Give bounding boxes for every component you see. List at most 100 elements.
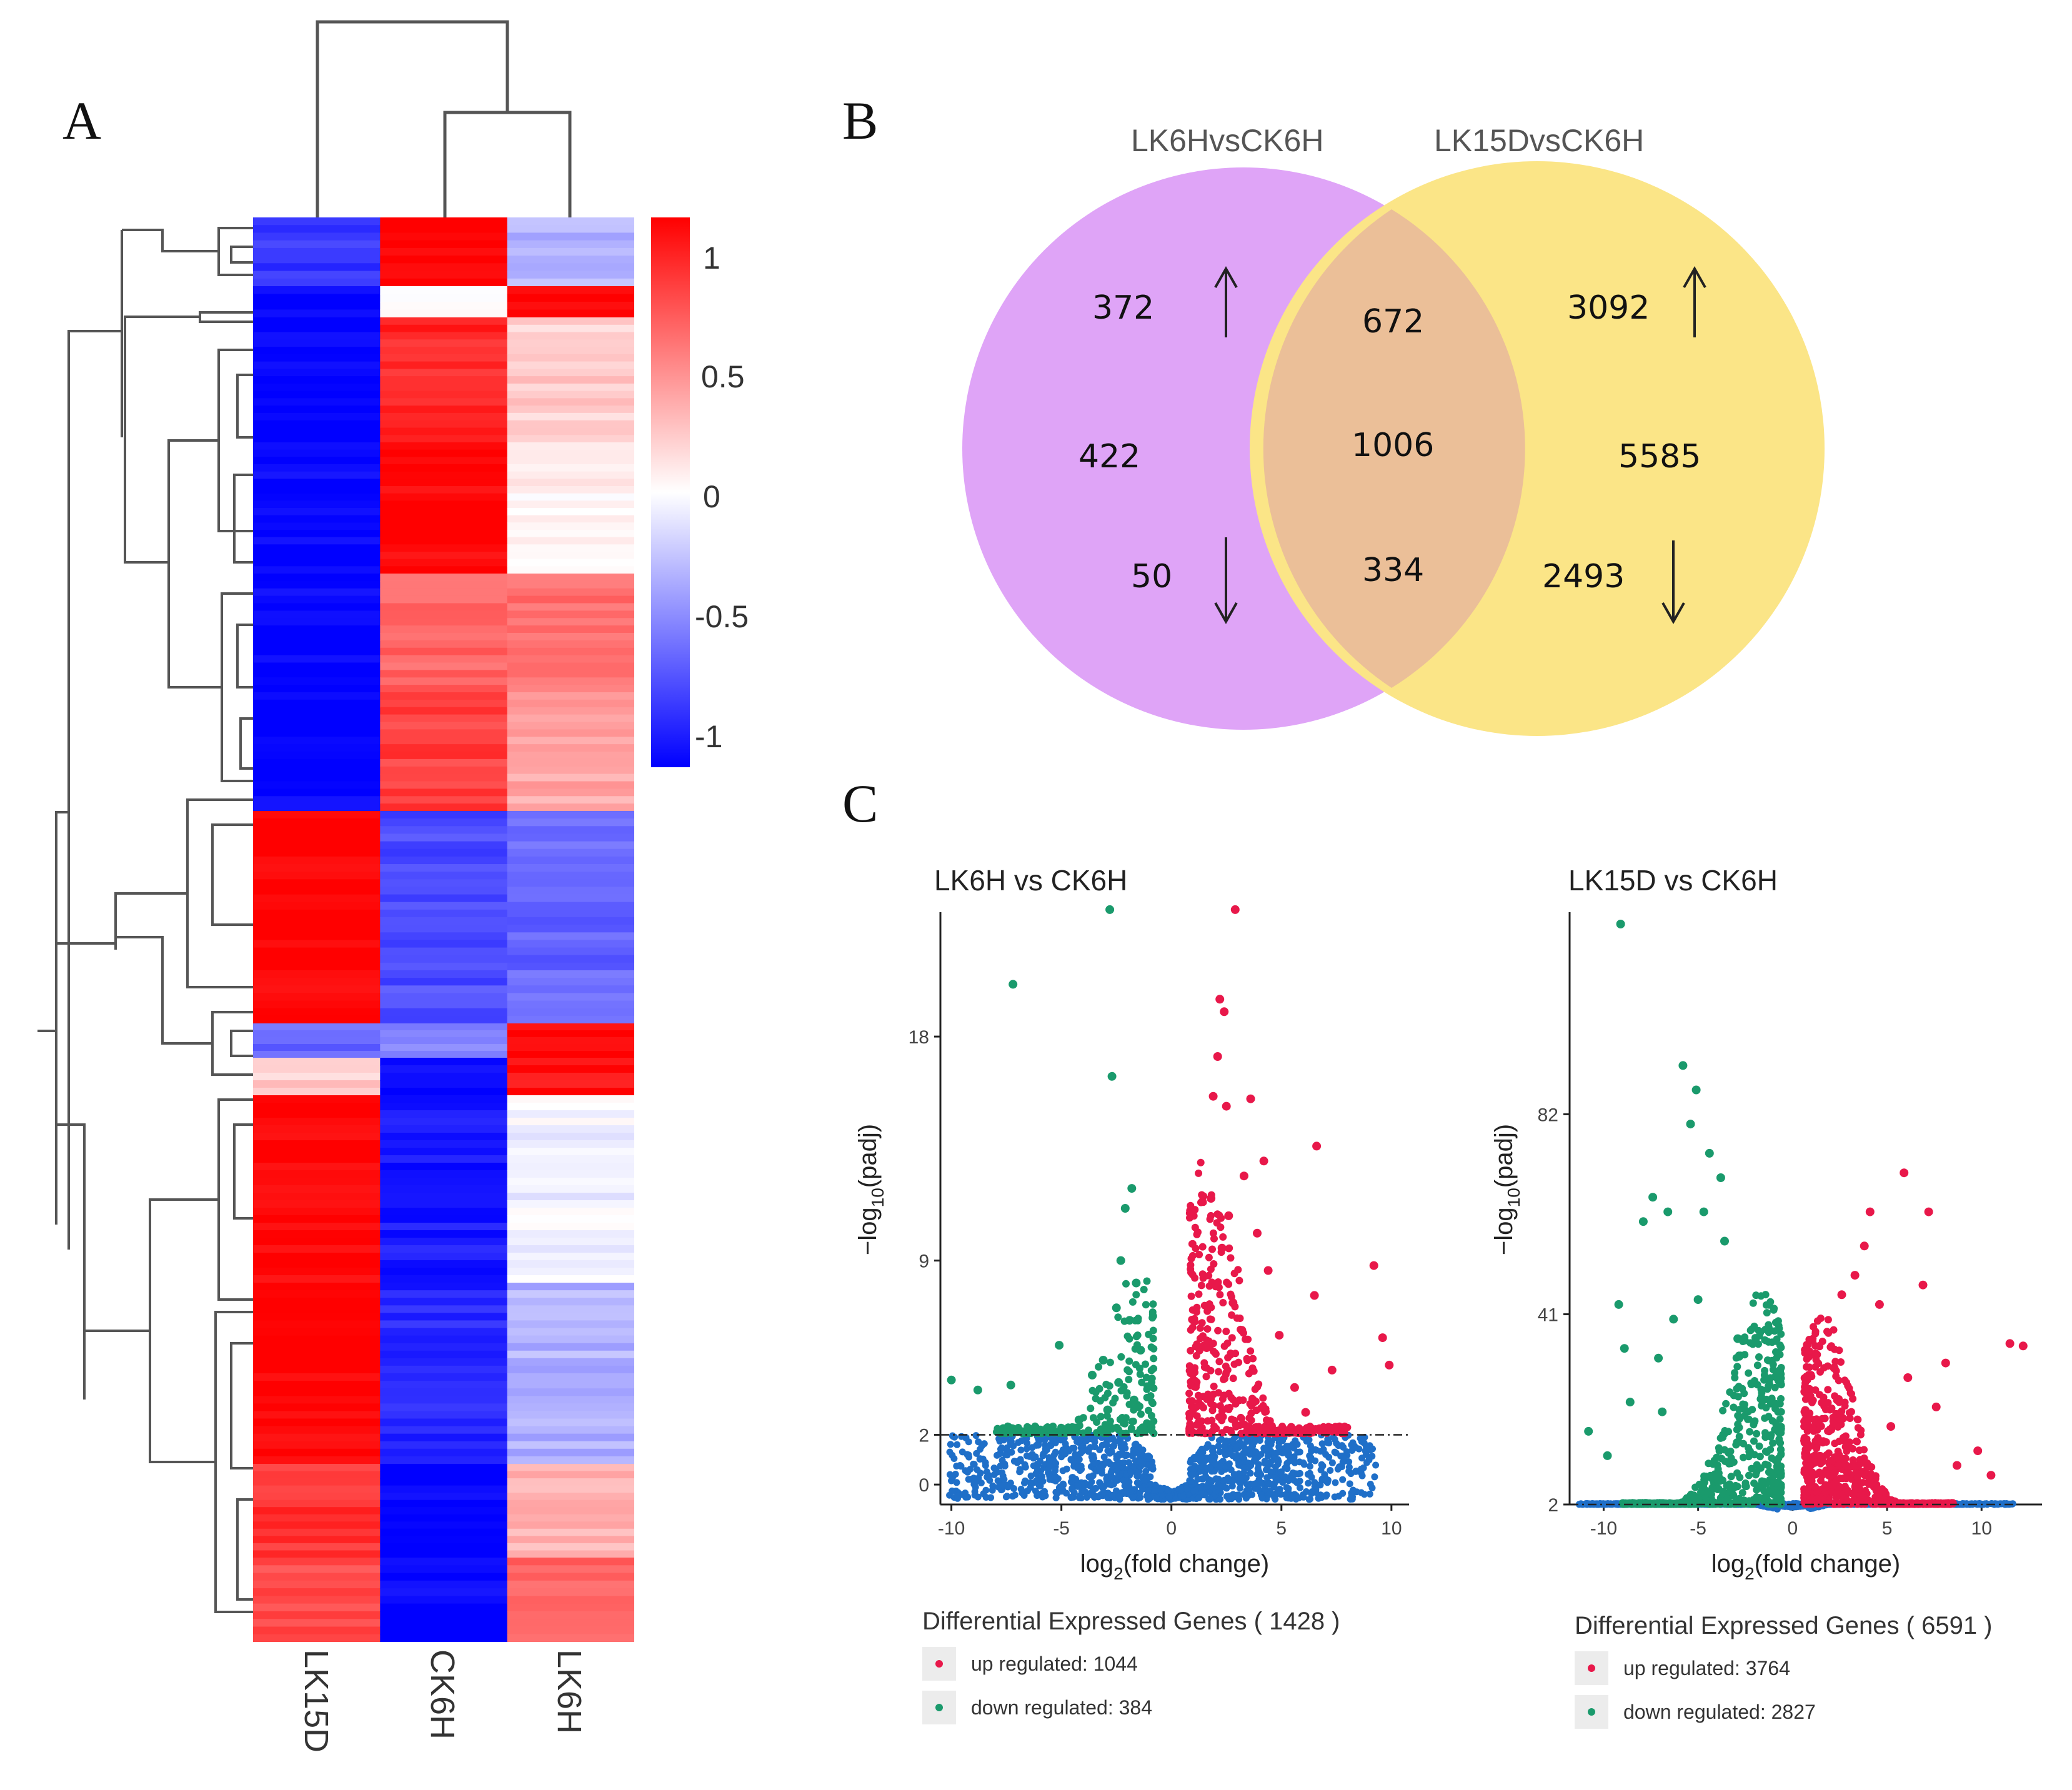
heatmap-cell <box>380 894 508 903</box>
point-not-significant <box>946 1448 954 1456</box>
heatmap-cell <box>507 887 634 895</box>
heatmap-cell <box>507 1313 634 1321</box>
heatmap-cell <box>507 1626 634 1635</box>
heatmap-cell <box>507 692 634 700</box>
heatmap-cell <box>507 361 634 370</box>
heatmap-cell <box>507 427 634 436</box>
point-down-regulated <box>1147 1411 1155 1420</box>
point-up-regulated <box>1829 1413 1837 1421</box>
heatmap-cell <box>380 457 508 465</box>
point-up-regulated <box>1208 1406 1217 1415</box>
heatmap-cell <box>380 435 508 443</box>
down-arrow-icon <box>1214 537 1238 625</box>
heatmap-cell <box>380 1268 508 1276</box>
point-down-regulated <box>1107 1072 1117 1081</box>
point-down-regulated <box>1112 1303 1121 1313</box>
heatmap-cell <box>380 1245 508 1253</box>
point-up-regulated <box>1195 1169 1203 1177</box>
point-not-significant <box>1123 1451 1131 1459</box>
point-not-significant <box>1339 1476 1347 1483</box>
venn-set-label-lk6h: LK6HvsCK6H <box>1131 123 1323 158</box>
heatmap-cell <box>253 1118 381 1126</box>
point-not-significant <box>1365 1456 1373 1464</box>
heatmap-cell <box>380 1350 508 1359</box>
point-not-significant <box>1059 1467 1067 1474</box>
heatmap-cell <box>253 1550 381 1558</box>
heatmap-cell <box>253 1023 381 1031</box>
point-not-significant <box>1358 1472 1366 1479</box>
heatmap-cell <box>253 383 381 392</box>
heatmap-cell <box>507 788 634 797</box>
point-down-regulated <box>1753 1461 1761 1469</box>
point-down-regulated <box>999 1427 1007 1435</box>
point-not-significant <box>965 1438 972 1446</box>
heatmap-cell <box>380 1058 508 1066</box>
point-down-regulated <box>1761 1336 1769 1344</box>
venn-right-total: 5585 <box>1618 438 1701 475</box>
heatmap-cell <box>253 1208 381 1216</box>
heatmap-cell <box>380 1521 508 1529</box>
point-not-significant <box>953 1479 960 1486</box>
point-up-regulated <box>1824 1316 1832 1324</box>
x-axis-title: log2(fold change) <box>1711 1550 1900 1583</box>
point-down-regulated <box>1138 1423 1147 1431</box>
point-down-regulated <box>1031 1422 1039 1430</box>
heatmap-cell <box>253 902 381 910</box>
point-not-significant <box>1207 1496 1214 1503</box>
heatmap-cell <box>507 1611 634 1619</box>
point-up-regulated <box>1230 905 1240 914</box>
heatmap-cell <box>507 435 634 443</box>
point-up-regulated <box>1188 1316 1196 1323</box>
heatmap-cell <box>380 848 508 857</box>
heatmap-cell <box>380 471 508 480</box>
venn-left-down: 50 <box>1131 558 1172 595</box>
heatmap-cell <box>380 1536 508 1544</box>
point-up-regulated <box>1855 1446 1863 1454</box>
point-not-significant <box>1108 1474 1116 1481</box>
heatmap-cell <box>507 240 634 249</box>
heatmap-cell <box>380 522 508 530</box>
point-up-regulated <box>1242 1335 1250 1343</box>
point-not-significant <box>1037 1483 1044 1489</box>
point-up-regulated <box>1216 1402 1224 1410</box>
heatmap-cell <box>380 1328 508 1336</box>
point-not-significant <box>1110 1442 1118 1449</box>
point-up-regulated <box>1225 1244 1233 1252</box>
point-up-regulated <box>1813 1444 1820 1453</box>
heatmap-cell <box>507 486 634 494</box>
point-down-regulated <box>1731 1369 1739 1377</box>
point-up-regulated <box>1843 1468 1851 1476</box>
heatmap-cell <box>380 1611 508 1619</box>
heatmap-cell <box>380 1499 508 1508</box>
point-down-regulated <box>1055 1341 1064 1350</box>
point-up-regulated <box>1201 1430 1209 1438</box>
point-up-regulated <box>1193 1412 1201 1420</box>
heatmap-cell <box>253 398 381 406</box>
heatmap-cell <box>253 803 381 812</box>
point-down-regulated <box>1631 1499 1639 1507</box>
heatmap-cell <box>253 225 381 234</box>
heatmap-cell <box>380 332 508 341</box>
point-down-regulated <box>1760 1487 1768 1495</box>
point-down-regulated <box>1054 1428 1062 1436</box>
heatmap-cell <box>253 1580 381 1589</box>
heatmap-cell <box>507 339 634 347</box>
heatmap-cell <box>507 217 634 226</box>
heatmap-cell <box>507 286 634 295</box>
point-up-regulated <box>1312 1141 1322 1151</box>
point-not-significant <box>1090 1454 1098 1462</box>
heatmap-cell <box>253 1418 381 1427</box>
point-not-significant <box>1165 1486 1172 1494</box>
point-not-significant <box>965 1453 973 1461</box>
y-axis-title: −log10(padj) <box>1490 1124 1523 1255</box>
point-not-significant <box>999 1482 1007 1489</box>
point-not-significant <box>1313 1446 1320 1454</box>
point-not-significant <box>976 1456 984 1463</box>
point-not-significant <box>1151 1487 1158 1494</box>
point-not-significant <box>1307 1495 1314 1503</box>
heatmap-cell <box>253 1215 381 1223</box>
point-not-significant <box>1068 1484 1076 1492</box>
heatmap-cell <box>380 993 508 1002</box>
point-down-regulated <box>1113 1424 1121 1431</box>
